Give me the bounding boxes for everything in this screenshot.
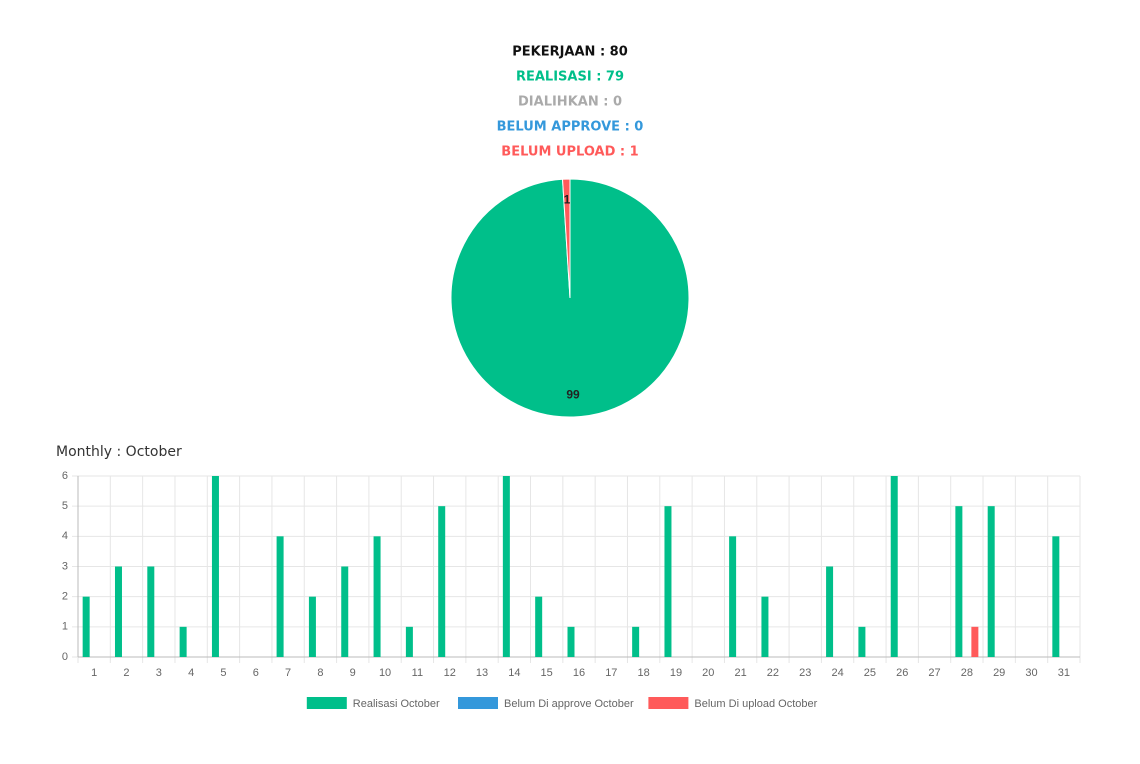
bar [987, 506, 995, 657]
x-tick-label: 8 [317, 667, 323, 679]
y-tick-label: 1 [62, 621, 68, 633]
x-tick-label: 7 [285, 667, 291, 679]
y-tick-label: 5 [62, 500, 68, 512]
bar [147, 566, 155, 657]
x-tick-label: 4 [188, 667, 194, 679]
summary-line: BELUM UPLOAD : 1 [501, 145, 638, 160]
legend-swatch [648, 697, 689, 709]
bar [858, 626, 866, 657]
bar [502, 476, 510, 657]
summary-line: BELUM APPROVE : 0 [497, 120, 644, 135]
x-tick-label: 1 [91, 667, 97, 679]
bar [373, 536, 381, 657]
x-tick-label: 27 [928, 667, 940, 679]
bar [632, 626, 640, 657]
bar [826, 566, 834, 657]
x-tick-label: 31 [1058, 667, 1070, 679]
bar-chart-title: Monthly : October [56, 444, 182, 460]
y-tick-label: 4 [62, 530, 68, 542]
x-tick-label: 3 [156, 667, 162, 679]
summary-line: REALISASI : 79 [516, 70, 624, 85]
x-tick-label: 24 [831, 667, 843, 679]
summary-line: PEKERJAAN : 80 [512, 45, 628, 60]
bar [1052, 536, 1060, 657]
bar [729, 536, 737, 657]
bar [341, 566, 349, 657]
x-tick-label: 29 [993, 667, 1005, 679]
pie-value-label: 1 [564, 193, 571, 207]
x-tick-label: 18 [638, 667, 650, 679]
x-tick-label: 19 [670, 667, 682, 679]
bar [971, 626, 979, 657]
x-tick-label: 6 [253, 667, 259, 679]
bar [82, 596, 90, 657]
x-tick-label: 23 [799, 667, 811, 679]
summary-line: DIALIHKAN : 0 [518, 95, 622, 110]
x-tick-label: 11 [412, 667, 423, 679]
x-tick-label: 25 [864, 667, 876, 679]
x-tick-label: 28 [961, 667, 973, 679]
legend-label: Realisasi October [353, 698, 440, 710]
pie-value-label: 99 [566, 388, 580, 402]
bar [405, 626, 413, 657]
bar [179, 626, 187, 657]
x-tick-label: 30 [1025, 667, 1037, 679]
x-tick-label: 15 [541, 667, 553, 679]
y-tick-label: 3 [62, 560, 68, 572]
bar [761, 596, 769, 657]
bar [890, 476, 898, 657]
x-tick-label: 5 [220, 667, 226, 679]
x-tick-label: 13 [476, 667, 488, 679]
bar [211, 476, 219, 657]
x-tick-label: 17 [605, 667, 617, 679]
x-tick-label: 10 [379, 667, 391, 679]
bar [276, 536, 284, 657]
x-tick-label: 9 [350, 667, 356, 679]
legend-swatch [306, 697, 347, 709]
x-tick-label: 20 [702, 667, 714, 679]
legend-label: Belum Di upload October [694, 698, 817, 710]
x-tick-label: 16 [573, 667, 585, 679]
bar [955, 506, 963, 657]
bar [114, 566, 122, 657]
y-tick-label: 0 [62, 651, 68, 663]
x-tick-label: 26 [896, 667, 908, 679]
bar [535, 596, 543, 657]
bar [308, 596, 316, 657]
x-tick-label: 2 [123, 667, 129, 679]
pie-slice [561, 178, 571, 299]
y-tick-label: 2 [62, 591, 68, 603]
x-tick-label: 14 [508, 667, 520, 679]
legend-swatch [458, 697, 498, 709]
x-tick-label: 21 [734, 667, 746, 679]
legend-label: Belum Di approve October [504, 698, 634, 710]
bar [438, 506, 446, 657]
bar [567, 626, 575, 657]
x-tick-label: 22 [767, 667, 779, 679]
y-tick-label: 6 [62, 470, 68, 482]
bar [664, 506, 672, 657]
x-tick-label: 12 [444, 667, 456, 679]
